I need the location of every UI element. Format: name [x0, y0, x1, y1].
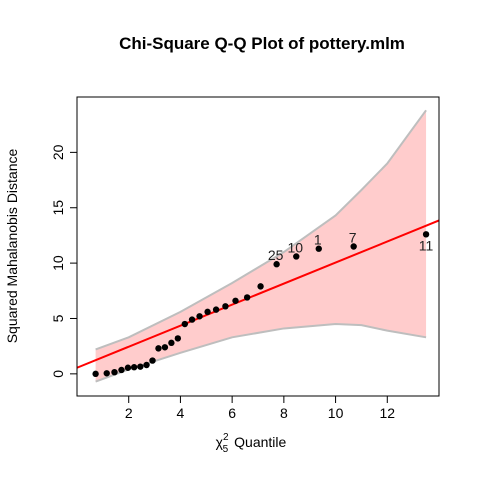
data-point — [293, 253, 300, 260]
chart-title: Chi-Square Q-Q Plot of pottery.mlm — [119, 34, 405, 53]
reference-line — [76, 219, 440, 369]
x-tick-label: 8 — [280, 405, 288, 421]
x-tick-label: 4 — [177, 405, 185, 421]
y-tick-label: 5 — [50, 314, 66, 322]
data-point — [422, 231, 430, 238]
x-tick-label: 6 — [228, 405, 236, 421]
reference-line-layer — [76, 219, 440, 369]
y-tick-label: 10 — [50, 255, 66, 271]
data-point — [273, 261, 280, 268]
point-label: 11 — [419, 237, 434, 253]
data-point — [181, 320, 189, 328]
data-point — [149, 357, 156, 364]
data-point — [161, 344, 169, 351]
y-axis-label: Squared Mahalanobis Distance — [4, 149, 20, 344]
data-point — [222, 303, 229, 310]
data-point — [315, 245, 322, 252]
x-tick-label: 12 — [379, 405, 395, 421]
data-point — [155, 345, 162, 352]
x-axis-label-superscript: 2 — [223, 432, 229, 443]
data-point — [188, 316, 196, 323]
y-tick-label: 15 — [50, 200, 66, 216]
data-point — [130, 364, 138, 371]
x-tick-label: 10 — [328, 405, 344, 421]
data-point — [124, 364, 132, 371]
data-points — [92, 231, 430, 378]
data-point — [92, 370, 99, 378]
data-point — [212, 306, 220, 313]
x-axis-label-subscript: 5 — [223, 444, 229, 455]
x-tick-label: 2 — [125, 405, 133, 421]
point-label: 10 — [287, 239, 303, 255]
point-label: 25 — [268, 247, 284, 263]
data-point — [137, 363, 144, 370]
data-point — [118, 366, 125, 374]
x-axis-label: χ2 5 Quantile — [216, 432, 287, 455]
data-point — [168, 339, 175, 347]
data-point — [243, 294, 251, 301]
point-label: 7 — [349, 230, 357, 246]
envelope-upper-bound — [95, 109, 427, 351]
data-point — [103, 370, 110, 377]
y-axis: 0 5 10 15 20 — [50, 144, 77, 378]
x-axis: 2 4 6 8 10 12 — [125, 395, 395, 421]
data-point — [143, 361, 150, 369]
x-axis-label-symbol: χ — [216, 434, 224, 450]
y-tick-label: 20 — [50, 144, 66, 160]
data-point — [232, 297, 239, 304]
data-point — [350, 243, 357, 250]
y-tick-label: 0 — [50, 370, 66, 378]
point-labels: 25 10 1 7 11 — [268, 230, 434, 264]
data-point — [257, 283, 264, 290]
data-point — [204, 308, 211, 316]
data-point — [111, 368, 118, 376]
data-point — [196, 313, 203, 320]
point-label: 1 — [314, 232, 322, 248]
data-point — [174, 335, 182, 342]
x-axis-label-text: Quantile — [234, 434, 286, 450]
